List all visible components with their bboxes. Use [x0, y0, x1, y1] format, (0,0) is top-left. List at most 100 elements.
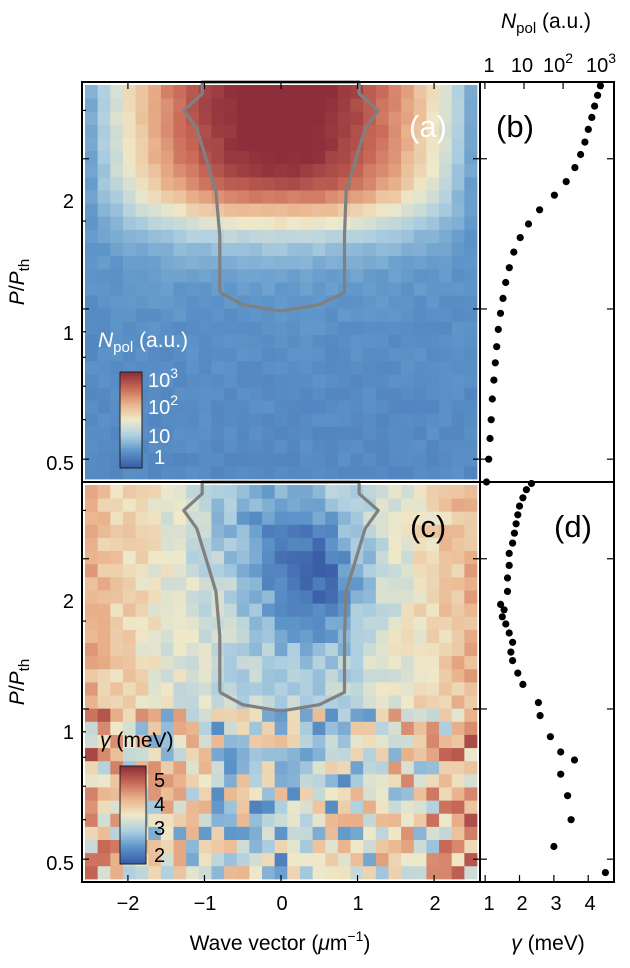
heatmap-c-cell [135, 603, 149, 617]
heatmap-c-cell [413, 590, 427, 604]
heatmap-a-cell [464, 321, 478, 335]
heatmap-a-cell [186, 111, 200, 125]
heatmap-a-cell [173, 373, 187, 388]
heatmap-a-cell [148, 229, 162, 243]
colorbar-c-step [120, 818, 146, 821]
heatmap-a-cell [413, 452, 427, 467]
heatmap-a-cell [262, 268, 276, 283]
heatmap-a-cell [122, 124, 136, 138]
heatmap-c-cell [363, 747, 377, 762]
heatmap-a-cell [249, 176, 263, 191]
heatmap-a-cell [236, 163, 250, 178]
heatmap-a-cell [439, 137, 453, 152]
heatmap-a-cell [97, 229, 111, 243]
heatmap-a-cell [350, 216, 364, 230]
heatmap-c-cell [85, 563, 99, 578]
heatmap-c-cell [274, 721, 288, 735]
heatmap-c-cell [464, 813, 478, 827]
ylabel-c-p2: P [6, 671, 29, 685]
colorbar-a-tick-100-exp: 2 [170, 392, 178, 408]
heatmap-a-cell [97, 176, 111, 191]
heatmap-c-cell [110, 695, 124, 709]
heatmap-a-cell [388, 334, 402, 349]
xlabel-c-mu: μ [317, 932, 330, 955]
heatmap-a-cell [186, 85, 200, 99]
heatmap-c-cell [350, 852, 364, 867]
heatmap-c-cell [262, 642, 276, 657]
heatmap-a-cell [224, 439, 238, 454]
heatmap-a-cell [413, 216, 427, 230]
heatmap-a-cell [249, 111, 263, 125]
heatmap-a-cell [401, 295, 415, 309]
scatter-d-point [508, 539, 517, 547]
heatmap-c-cell [135, 629, 149, 643]
colorbar-c-step [120, 780, 146, 783]
heatmap-c-cell [375, 642, 389, 657]
heatmap-c-cell [287, 511, 301, 525]
heatmap-c-cell [122, 590, 136, 604]
heatmap-a-cell [401, 163, 415, 178]
scatter-d-point [503, 587, 512, 596]
xlabel-c-m: m [330, 932, 348, 955]
heatmap-c-cell [148, 668, 162, 683]
heatmap-a-cell [122, 308, 136, 322]
heatmap-a-cell [299, 308, 314, 322]
heatmap-a-cell [426, 111, 440, 125]
heatmap-a-cell [186, 163, 200, 178]
heatmap-c-cell [160, 773, 174, 788]
heatmap-a-cell [375, 439, 389, 454]
colorbar-c-step [120, 860, 146, 863]
colorbar-c-step [120, 794, 146, 797]
heatmap-a-cell [160, 426, 174, 440]
heatmap-c-cell [262, 603, 276, 617]
heatmap-c-cell [274, 642, 288, 657]
heatmap-a-cell [388, 373, 402, 388]
heatmap-c-cell [287, 839, 301, 854]
heatmap-c-cell [224, 800, 238, 814]
heatmap-a-cell [224, 229, 238, 243]
heatmap-c-cell [186, 642, 200, 657]
heatmap-c-cell [198, 629, 212, 643]
heatmap-c-cell [312, 668, 326, 683]
heatmap-a-cell [413, 229, 427, 243]
colorbar-c-step [120, 842, 146, 845]
heatmap-c-cell [451, 682, 465, 696]
heatmap-c-cell [186, 865, 200, 880]
heatmap-a-cell [464, 190, 478, 204]
heatmap-a-cell [97, 282, 111, 296]
heatmap-c-cell [464, 498, 478, 512]
heatmap-c-cell [426, 734, 440, 749]
heatmap-a-cell [299, 150, 314, 165]
heatmap-c-cell [312, 865, 326, 880]
heatmap-a-cell [413, 334, 427, 349]
heatmap-c-cell [85, 826, 99, 840]
heatmap-a-cell [211, 98, 225, 112]
heatmap-c-cell [274, 655, 288, 670]
heatmap-c-cell [85, 682, 99, 696]
heatmap-a-cell [249, 163, 263, 178]
colorbar-a-tick-100: 102 [148, 392, 178, 419]
heatmap-c-cell [211, 747, 225, 762]
scatter-b-point [571, 164, 579, 172]
heatmap-c-cell [135, 865, 149, 880]
heatmap-c-cell [350, 813, 364, 827]
heatmap-c-cell [186, 655, 200, 670]
colorbar-c-step [120, 768, 146, 771]
heatmap-c-cell [249, 865, 263, 880]
heatmap-c-cell [464, 668, 478, 683]
heatmap-a-cell [186, 321, 200, 335]
heatmap-a-cell [236, 439, 250, 454]
heatmap-a-cell [451, 452, 465, 467]
heatmap-c-cell [388, 852, 402, 867]
heatmap-c-cell [186, 773, 200, 788]
heatmap-a-cell [337, 295, 351, 309]
heatmap-c-cell [148, 616, 162, 630]
heatmap-a-cell [439, 242, 453, 257]
heatmap-a-cell [413, 295, 427, 309]
heatmap-a-cell [325, 163, 339, 178]
scatter-b-point [577, 150, 585, 159]
heatmap-a-cell [274, 150, 288, 165]
heatmap-a-cell [413, 400, 427, 414]
heatmap-a-cell [160, 268, 174, 283]
heatmap-a-cell [173, 452, 187, 467]
